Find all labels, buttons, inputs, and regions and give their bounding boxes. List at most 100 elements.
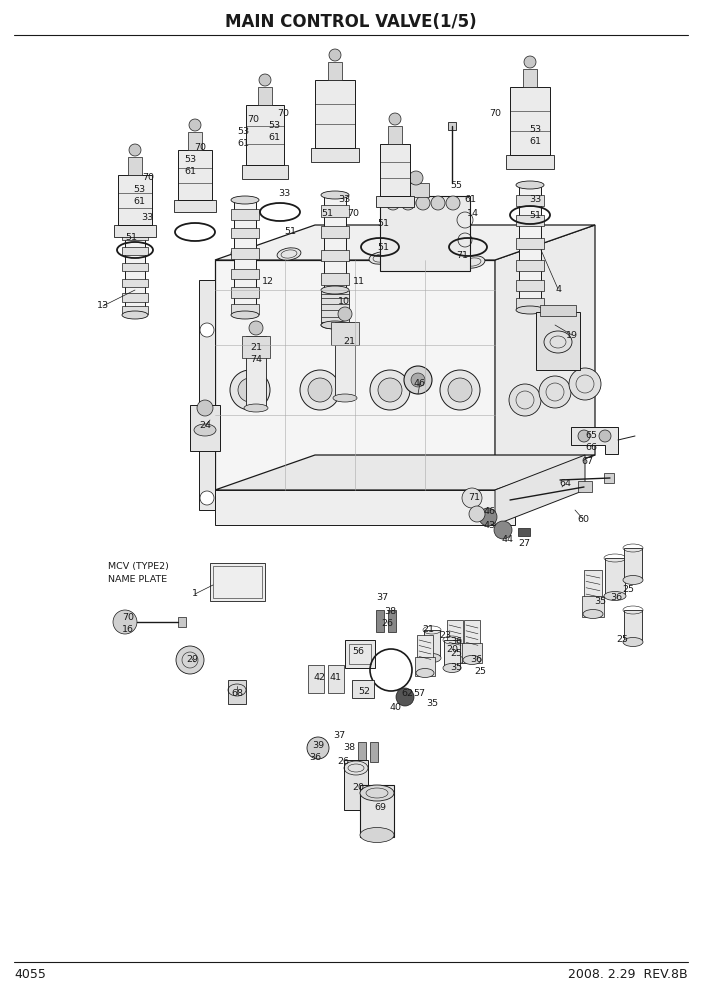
Bar [246, 105, 284, 165]
Bar [605, 558, 625, 596]
Bar [540, 305, 576, 316]
Text: 25: 25 [622, 585, 634, 594]
Ellipse shape [463, 656, 481, 665]
Circle shape [370, 370, 410, 410]
Bar [462, 643, 482, 663]
Bar [321, 290, 349, 322]
Text: 53: 53 [529, 125, 541, 134]
Bar [324, 290, 346, 325]
Text: 29: 29 [186, 655, 198, 664]
Text: 69: 69 [374, 804, 386, 812]
Text: 70: 70 [194, 144, 206, 153]
Bar [122, 294, 148, 302]
Bar [624, 548, 642, 580]
Ellipse shape [122, 221, 148, 229]
Text: 74: 74 [250, 354, 262, 363]
Bar [321, 294, 349, 306]
Bar [178, 150, 212, 200]
Bar [358, 742, 366, 762]
Bar [506, 155, 554, 169]
Bar [516, 298, 544, 309]
Ellipse shape [516, 181, 544, 189]
Polygon shape [199, 280, 215, 510]
Text: 43: 43 [484, 522, 496, 531]
Bar [321, 273, 349, 285]
Text: 51: 51 [284, 227, 296, 236]
Ellipse shape [122, 311, 148, 319]
Ellipse shape [231, 196, 259, 204]
Bar [417, 635, 433, 660]
Text: 60: 60 [577, 515, 589, 524]
Text: 36: 36 [309, 754, 321, 763]
Circle shape [599, 430, 611, 442]
Text: 4: 4 [555, 285, 561, 294]
Bar [231, 304, 259, 313]
Text: 61: 61 [133, 197, 145, 206]
Bar [404, 183, 429, 197]
Bar [308, 665, 324, 693]
Ellipse shape [360, 785, 394, 801]
Circle shape [469, 506, 485, 522]
Bar [328, 62, 342, 80]
Circle shape [197, 400, 213, 416]
Bar [321, 290, 349, 316]
Bar [536, 312, 580, 370]
Text: 67: 67 [581, 457, 593, 466]
Bar [122, 263, 148, 271]
Text: 20: 20 [352, 784, 364, 793]
Bar [360, 785, 394, 837]
Text: 21: 21 [422, 625, 434, 634]
Circle shape [189, 119, 201, 131]
Circle shape [396, 688, 414, 706]
Text: 11: 11 [353, 277, 365, 286]
Ellipse shape [461, 256, 485, 268]
Bar [523, 69, 537, 87]
Bar [388, 610, 396, 632]
Bar [114, 225, 156, 237]
Bar [388, 126, 402, 144]
Circle shape [569, 368, 601, 400]
Circle shape [176, 646, 204, 674]
Bar [424, 630, 440, 658]
Text: 51: 51 [321, 208, 333, 217]
Text: 21: 21 [343, 337, 355, 346]
Ellipse shape [604, 591, 626, 600]
Ellipse shape [443, 664, 461, 673]
Bar [624, 610, 642, 642]
Circle shape [462, 488, 482, 508]
Circle shape [494, 521, 512, 539]
Text: 61: 61 [268, 134, 280, 143]
Text: 20: 20 [446, 645, 458, 654]
Bar [335, 322, 355, 398]
Polygon shape [495, 455, 585, 525]
Text: 33: 33 [278, 188, 290, 197]
Circle shape [448, 378, 472, 402]
Ellipse shape [231, 311, 259, 319]
Circle shape [308, 378, 332, 402]
Bar [228, 680, 246, 704]
Polygon shape [215, 490, 515, 525]
Bar [516, 280, 544, 292]
Text: 24: 24 [199, 422, 211, 431]
Ellipse shape [194, 424, 216, 436]
Bar [349, 644, 371, 664]
Bar [190, 405, 220, 451]
Ellipse shape [323, 250, 347, 262]
Text: 23: 23 [439, 632, 451, 641]
Bar [376, 610, 384, 632]
Ellipse shape [277, 248, 301, 260]
Text: 61: 61 [464, 194, 476, 203]
Text: 51: 51 [377, 242, 389, 252]
Text: 25: 25 [474, 668, 486, 677]
Circle shape [411, 373, 425, 387]
Bar [516, 195, 544, 206]
Circle shape [431, 196, 445, 210]
Circle shape [329, 49, 341, 61]
Ellipse shape [583, 609, 603, 618]
Text: 53: 53 [268, 121, 280, 131]
Text: 70: 70 [347, 208, 359, 217]
Bar [464, 620, 480, 646]
Text: 51: 51 [125, 232, 137, 241]
Bar [370, 742, 378, 762]
Bar [582, 595, 604, 617]
